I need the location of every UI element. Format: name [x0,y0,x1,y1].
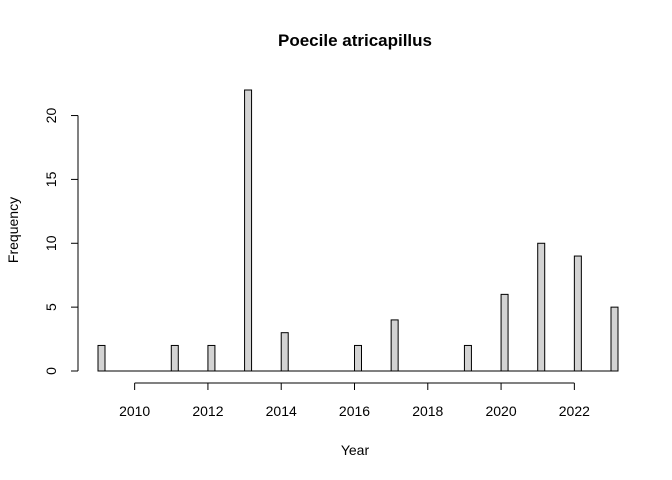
bar-2012 [207,344,216,372]
bar-2023 [610,306,619,372]
x-tick-label-2018: 2018 [412,403,443,419]
y-tick-label-15: 15 [43,171,59,187]
y-axis: 0 5 10 15 20 [43,108,79,375]
bar-2019 [463,344,472,372]
bar-2014 [280,332,289,372]
bar-2009 [97,344,106,372]
bar-2021 [537,242,546,372]
y-tick-label-0: 0 [43,367,59,375]
y-tick-label-10: 10 [43,235,59,251]
chart-title: Poecile atricapillus [278,31,432,50]
y-tick-label-20: 20 [43,108,59,124]
x-axis: 2010 2012 2014 2016 2018 2020 2022 [119,382,590,419]
x-tick-label-2012: 2012 [192,403,223,419]
x-tick-label-2022: 2022 [559,403,590,419]
bar-2016 [354,344,362,372]
x-tick-label-2010: 2010 [119,403,150,419]
y-axis-label: Frequency [5,197,21,263]
x-axis-label: Year [341,442,370,458]
bars [97,89,619,372]
bar-2020 [500,293,509,372]
y-tick-label-5: 5 [43,303,59,311]
bar-2011 [170,344,179,372]
bar-2022 [573,255,582,372]
x-tick-label-2016: 2016 [339,403,370,419]
x-tick-label-2014: 2014 [266,403,297,419]
bar-2013 [244,89,253,372]
x-tick-label-2020: 2020 [485,403,516,419]
bar-2017 [390,319,399,372]
